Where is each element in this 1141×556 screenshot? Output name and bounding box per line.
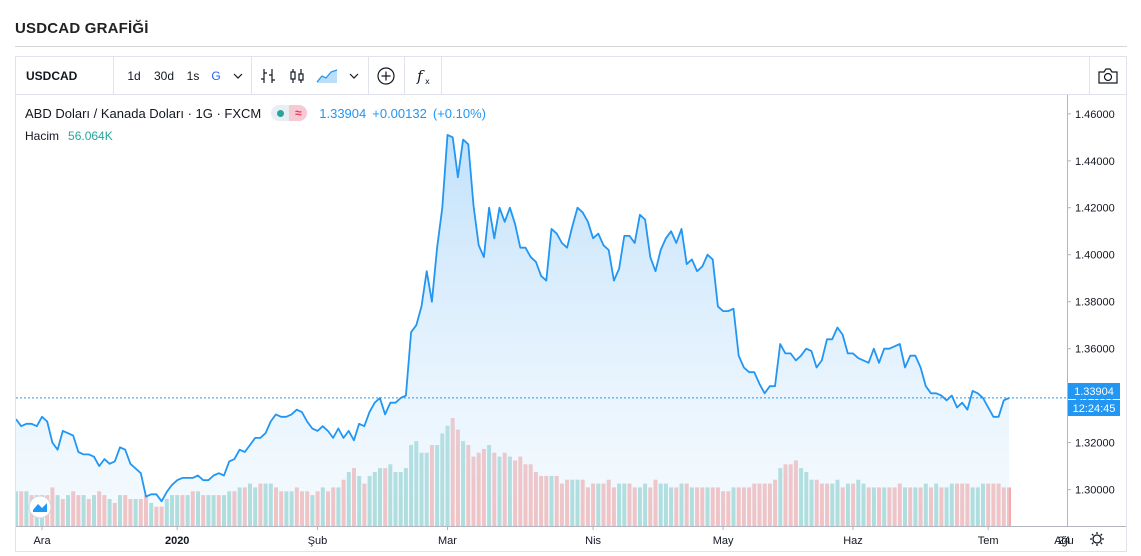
x-tick-label: Haz	[843, 535, 863, 547]
market-open-icon	[271, 105, 289, 121]
title-divider	[15, 46, 1127, 47]
toolbar-divider	[368, 57, 369, 95]
x-tick-label: Nis	[585, 535, 601, 547]
camera-icon[interactable]	[1090, 57, 1126, 95]
svg-text:f: f	[416, 67, 425, 85]
y-tick-label: 1.44000	[1075, 156, 1115, 168]
x-tick-label: Tem	[978, 535, 999, 547]
chevron-down-icon[interactable]	[346, 57, 362, 95]
toolbar-divider	[251, 57, 252, 95]
y-tick-label: 1.36000	[1075, 344, 1115, 356]
y-tick-label: 1.30000	[1075, 485, 1115, 497]
candle-style-icon[interactable]	[283, 57, 311, 95]
volume-label: Hacim	[25, 129, 60, 143]
x-tick-label: May	[713, 535, 734, 547]
gear-icon[interactable]	[1090, 532, 1104, 546]
toolbar-divider	[441, 57, 442, 95]
chevron-down-icon[interactable]	[230, 57, 246, 95]
interval-1g-button[interactable]: G	[211, 69, 221, 83]
svg-text:x: x	[425, 77, 430, 86]
symbol-search-button[interactable]: USDCAD	[26, 69, 78, 83]
legend-symbol-title: ABD Doları / Kanada Doları · 1G · FXCM	[25, 105, 262, 121]
y-tick-label: 1.42000	[1075, 203, 1115, 215]
volume-legend: Hacim 56.064K	[25, 129, 113, 143]
legend-price: 1.33904	[319, 105, 367, 121]
tradingview-logo	[28, 495, 52, 519]
compare-add-icon[interactable]	[371, 57, 401, 95]
x-tick-label: Mar	[438, 535, 457, 547]
legend-change-percent: (+0.10%)	[432, 105, 486, 121]
x-tick-label: 24	[1058, 535, 1070, 547]
legend-change: +0.00132	[372, 105, 427, 121]
volume-value: 56.064K	[68, 129, 113, 143]
area-style-icon[interactable]	[313, 57, 341, 95]
toolbar-divider	[113, 57, 114, 95]
price-area-fill	[16, 134, 1009, 526]
interval-1d-button[interactable]: 1d	[127, 69, 141, 83]
price-line	[16, 134, 1010, 503]
y-tick-label: 1.38000	[1075, 297, 1115, 309]
chart-legend: ABD Doları / Kanada Doları · 1G · FXCM ≈…	[25, 105, 486, 121]
toolbar-divider	[1089, 57, 1090, 95]
interval-30d-button[interactable]: 30d	[153, 69, 175, 83]
page-title: USDCAD GRAFİĞİ	[15, 20, 149, 37]
delayed-data-icon: ≈	[289, 105, 308, 121]
y-tick-label: 1.32000	[1075, 438, 1115, 450]
interval-1s-button[interactable]: 1s	[186, 69, 200, 83]
x-tick-label: Ağu	[1054, 535, 1074, 547]
countdown-label: 12:24:45	[1073, 403, 1116, 415]
chart-area[interactable]: 1.300001.320001.340001.360001.380001.400…	[16, 95, 1126, 551]
y-tick-label: 1.46000	[1075, 109, 1115, 121]
toolbar-divider	[404, 57, 405, 95]
last-price-badge	[1068, 383, 1120, 399]
countdown-badge	[1068, 400, 1120, 416]
x-tick-label: 2020	[165, 535, 189, 547]
last-price-label: 1.33904	[1074, 386, 1114, 398]
price-chart[interactable]: 1.300001.320001.340001.360001.380001.400…	[16, 95, 1126, 551]
legend-status-pill[interactable]: ≈	[271, 105, 308, 121]
bar-style-icon[interactable]	[254, 57, 282, 95]
x-tick-label: Ara	[33, 535, 51, 547]
y-tick-label: 1.40000	[1075, 250, 1115, 262]
x-tick-label: Şub	[308, 535, 328, 547]
